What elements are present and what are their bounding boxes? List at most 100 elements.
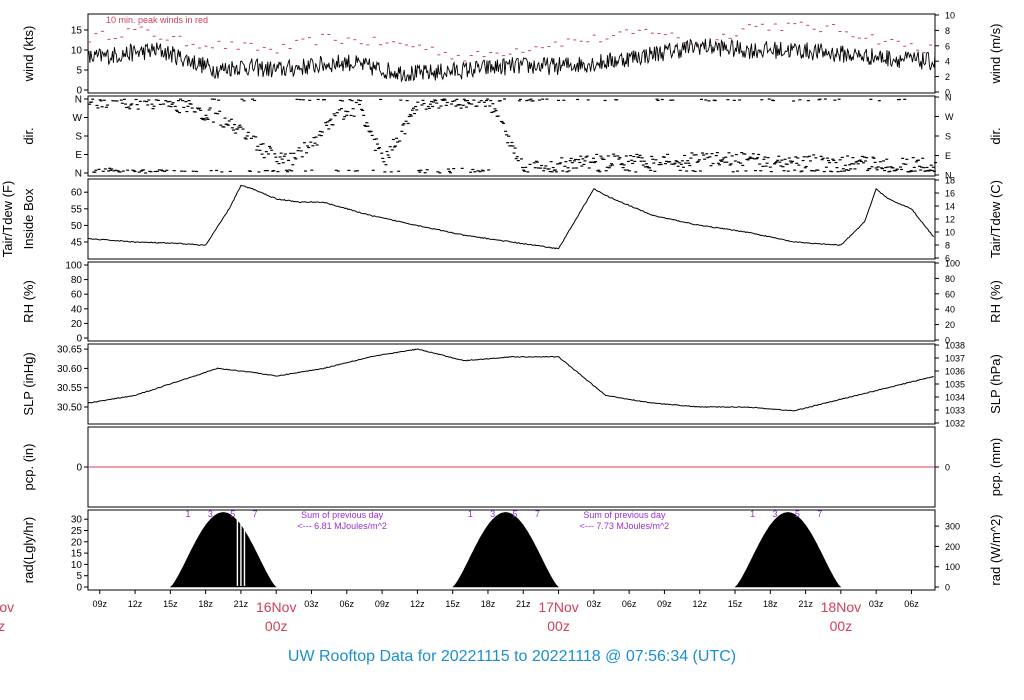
x-date-label: 16Nov [256, 599, 296, 615]
left-tick-label: 80 [71, 275, 83, 286]
left-tick-label: 100 [65, 261, 82, 272]
x-axis: 09z 12z 15z 18z 21z 03z 06z 09z 12z 15z 18z 21z 03z 0… [0, 590, 919, 634]
right-tick-label: N [945, 171, 952, 181]
right-tick-label: 10 [945, 11, 955, 21]
x-date-label: 18Nov [821, 599, 861, 615]
x-tick-label: 03z [587, 599, 602, 609]
panel-frame [87, 95, 936, 177]
right-tick-label: 2 [945, 72, 950, 82]
right-tick-label: 0 [945, 88, 950, 98]
x-tick-label: 15z [445, 599, 460, 609]
left-tick-label: 30 [71, 515, 83, 526]
pressure-line [87, 348, 934, 412]
x-date-time-label: 00z [0, 618, 5, 634]
left-tick-label: 5 [76, 571, 82, 582]
x-tick-label: 21z [234, 599, 249, 609]
x-tick-label: 12z [692, 599, 707, 609]
right-tick-label: 6 [945, 254, 950, 264]
figure-title: UW Rooftop Data for 20221115 to 20221118… [287, 648, 737, 665]
right-tick-label: 1033 [945, 406, 965, 416]
radiation-hour-mark: 3 [490, 509, 495, 519]
wind-annotation: 10 min. peak winds in red [106, 15, 208, 25]
right-axis-label: dir. [988, 127, 1003, 144]
x-tick-label: 03z [304, 599, 319, 609]
left-tick-label: 40 [71, 304, 83, 315]
x-tick-label: 06z [904, 599, 919, 609]
x-tick-label: 18z [198, 599, 213, 609]
right-tick-label: 100 [945, 562, 960, 572]
right-tick-label: 0 [945, 583, 950, 593]
right-axis-label: pcp. (mm) [988, 438, 1003, 497]
panel-slp: SLP (inHg) SLP (hPa) 30.50 30.55 30.60 30.65 1… [21, 341, 1003, 429]
right-tick-label: 0 [945, 463, 950, 473]
left-tick-label: 60 [71, 290, 83, 301]
radiation-hour-mark: 5 [230, 509, 235, 519]
x-tick-label: 12z [128, 599, 143, 609]
right-tick-label: 300 [945, 522, 960, 532]
left-tick-label: S [75, 132, 82, 143]
left-axis-label: RH (%) [21, 280, 36, 323]
radiation-hour-mark: 5 [795, 509, 800, 519]
left-tick-label: 30.65 [57, 345, 82, 356]
x-tick-label: 15z [728, 599, 743, 609]
left-tick-label: 15 [71, 549, 83, 560]
radiation-day-area [734, 512, 842, 588]
radiation-note-line2: <--- 7.73 MJoules/m^2 [580, 521, 670, 531]
left-tick-label: 20 [71, 319, 83, 330]
right-tick-label: 1035 [945, 380, 965, 390]
wind-speed-line [87, 38, 936, 83]
left-tick-label: 0 [76, 334, 82, 345]
right-tick-label: 6 [945, 41, 950, 51]
panel-frame [87, 178, 936, 260]
right-axis-label: SLP (hPa) [988, 354, 1003, 414]
x-tick-label: 09z [657, 599, 672, 609]
panel-frame [87, 509, 936, 591]
left-axis-label: Tair/Tdew (F) [0, 181, 15, 258]
radiation-hour-mark: 3 [773, 509, 778, 519]
x-date-label: 17Nov [538, 599, 578, 615]
right-tick-label: N [945, 93, 952, 103]
right-tick-label: 40 [945, 305, 955, 315]
radiation-hour-mark: 1 [185, 509, 190, 519]
left-tick-label: 20 [71, 537, 83, 548]
x-tick-label: 03z [869, 599, 884, 609]
right-tick-label: 60 [945, 289, 955, 299]
left-axis-label: rad(Lgly/hr) [21, 517, 36, 583]
air-temperature-line [87, 184, 935, 250]
left-tick-label: 0 [76, 86, 82, 97]
panel-rh: RH (%) RH (%) 0 20 40 60 80 100 0 20 40 60 80 100 [21, 259, 1003, 346]
right-tick-label: 16 [945, 189, 955, 199]
right-tick-label: 1036 [945, 367, 965, 377]
radiation-note-line1: Sum of previous day [301, 510, 384, 520]
panel-wind: wind (kts) wind (m/s) 0 5 10 15 0 2 4 6 8 10 10 min.… [21, 11, 1003, 98]
right-tick-label: 20 [945, 320, 955, 330]
right-tick-label: 8 [945, 26, 950, 36]
panel-rad: rad(Lgly/hr) rad (W/m^2)05101520253001002… [21, 509, 1003, 594]
x-tick-label: 18z [763, 599, 778, 609]
x-tick-label: 18z [481, 599, 496, 609]
left-axis-label: pcp. (in) [21, 444, 36, 491]
right-tick-label: 14 [945, 202, 955, 212]
radiation-hour-mark: 7 [253, 509, 258, 519]
left-tick-label: N [75, 169, 82, 180]
left-tick-label: 60 [71, 188, 83, 199]
right-axis-label: RH (%) [988, 280, 1003, 323]
right-tick-label: W [945, 112, 954, 122]
right-tick-label: 200 [945, 542, 960, 552]
x-date-time-label: 00z [547, 618, 570, 634]
left-tick-label: 45 [71, 238, 83, 249]
left-axis-label: wind (kts) [21, 26, 36, 83]
left-tick-label: E [75, 150, 82, 161]
right-tick-label: 4 [945, 57, 950, 67]
radiation-hour-mark: 7 [817, 509, 822, 519]
radiation-note-line1: Sum of previous day [583, 510, 666, 520]
right-tick-label: 12 [945, 215, 955, 225]
right-tick-label: 100 [945, 259, 960, 269]
left-tick-label: 30.50 [57, 403, 82, 414]
right-tick-label: S [945, 132, 951, 142]
left-tick-label: W [73, 113, 83, 124]
radiation-day-area [451, 512, 560, 588]
